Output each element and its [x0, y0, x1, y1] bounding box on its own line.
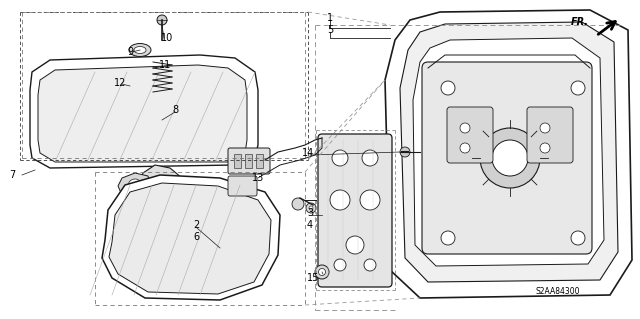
- Polygon shape: [38, 65, 247, 162]
- Text: FR.: FR.: [571, 17, 589, 27]
- Polygon shape: [413, 38, 604, 266]
- Text: 15: 15: [307, 273, 319, 283]
- FancyBboxPatch shape: [318, 134, 392, 287]
- Text: 7: 7: [9, 170, 15, 180]
- Text: 1: 1: [327, 13, 333, 23]
- FancyBboxPatch shape: [228, 176, 257, 196]
- Polygon shape: [400, 22, 618, 282]
- Circle shape: [309, 206, 313, 210]
- Text: 5: 5: [327, 25, 333, 35]
- Circle shape: [315, 265, 329, 279]
- Text: 6: 6: [193, 232, 199, 242]
- Bar: [256, 154, 263, 168]
- Text: 11: 11: [159, 60, 171, 70]
- Circle shape: [400, 147, 410, 157]
- Text: 10: 10: [161, 33, 173, 43]
- FancyBboxPatch shape: [447, 107, 493, 163]
- Polygon shape: [102, 175, 280, 300]
- Circle shape: [128, 179, 142, 193]
- Text: 13: 13: [252, 173, 264, 183]
- Circle shape: [346, 236, 364, 254]
- FancyBboxPatch shape: [527, 107, 573, 163]
- Circle shape: [364, 259, 376, 271]
- Circle shape: [319, 269, 326, 276]
- Circle shape: [460, 143, 470, 153]
- Circle shape: [460, 123, 470, 133]
- Text: 4: 4: [307, 220, 313, 230]
- Circle shape: [306, 203, 316, 213]
- Circle shape: [157, 15, 167, 25]
- Circle shape: [540, 143, 550, 153]
- Bar: [234, 154, 241, 168]
- Text: 12: 12: [114, 78, 126, 88]
- Circle shape: [441, 81, 455, 95]
- Text: S2AA84300: S2AA84300: [535, 287, 579, 296]
- Circle shape: [441, 231, 455, 245]
- Circle shape: [292, 198, 304, 210]
- Circle shape: [480, 128, 540, 188]
- Circle shape: [571, 81, 585, 95]
- Text: 14: 14: [302, 148, 314, 158]
- Circle shape: [362, 150, 378, 166]
- Ellipse shape: [129, 43, 151, 56]
- FancyBboxPatch shape: [422, 62, 592, 254]
- Circle shape: [360, 190, 380, 210]
- Polygon shape: [30, 55, 258, 168]
- Text: 2: 2: [193, 220, 199, 230]
- Circle shape: [332, 150, 348, 166]
- Polygon shape: [109, 183, 271, 294]
- Circle shape: [571, 231, 585, 245]
- Text: 9: 9: [127, 47, 133, 57]
- Polygon shape: [385, 10, 632, 298]
- Circle shape: [492, 140, 528, 176]
- Text: 8: 8: [172, 105, 178, 115]
- Circle shape: [540, 123, 550, 133]
- Bar: [245, 154, 252, 168]
- Text: 3: 3: [307, 208, 313, 218]
- Polygon shape: [138, 165, 185, 210]
- FancyBboxPatch shape: [228, 148, 270, 174]
- Polygon shape: [118, 173, 150, 198]
- Circle shape: [334, 259, 346, 271]
- Circle shape: [330, 190, 350, 210]
- Ellipse shape: [134, 47, 146, 54]
- Circle shape: [150, 176, 174, 200]
